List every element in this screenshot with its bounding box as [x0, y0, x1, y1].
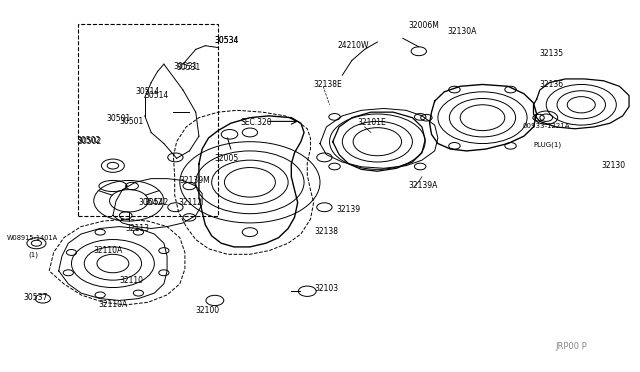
- Text: 30501: 30501: [119, 117, 143, 126]
- Text: 30501: 30501: [106, 114, 131, 123]
- Text: 32138E: 32138E: [314, 80, 342, 89]
- Text: 30531: 30531: [177, 63, 201, 72]
- Text: W08915-1401A: W08915-1401A: [6, 235, 58, 241]
- Text: PLUG(1): PLUG(1): [534, 141, 561, 148]
- Text: 32138: 32138: [315, 227, 339, 235]
- Text: 30502: 30502: [77, 137, 101, 145]
- Text: 32139: 32139: [336, 205, 360, 215]
- Bar: [78, 23, 218, 215]
- Text: 30502: 30502: [78, 137, 102, 146]
- Text: 32110A: 32110A: [94, 246, 123, 255]
- Text: 00933-1221A: 00933-1221A: [523, 123, 570, 129]
- Text: 30534: 30534: [215, 36, 239, 45]
- Text: 32110A: 32110A: [99, 300, 127, 310]
- Text: 30537: 30537: [24, 294, 48, 302]
- Text: 32005: 32005: [215, 154, 239, 163]
- Text: 32101E: 32101E: [357, 118, 386, 127]
- Text: 32113: 32113: [125, 224, 150, 233]
- Text: 30531: 30531: [173, 61, 198, 71]
- Text: 30542: 30542: [138, 198, 163, 207]
- Text: 32103: 32103: [315, 284, 339, 293]
- Text: 32136: 32136: [540, 80, 564, 89]
- Text: 30534: 30534: [215, 36, 239, 45]
- Text: 32130: 32130: [602, 161, 626, 170]
- Text: 32112: 32112: [179, 198, 202, 207]
- Text: 32110: 32110: [119, 276, 143, 285]
- Text: 32130A: 32130A: [447, 27, 477, 36]
- Text: 32135: 32135: [540, 49, 564, 58]
- Text: (1): (1): [28, 251, 38, 257]
- Text: JRP00 P: JRP00 P: [556, 342, 588, 351]
- Text: SEC.320: SEC.320: [241, 118, 272, 127]
- Text: 24210W: 24210W: [338, 41, 369, 50]
- Text: 30514: 30514: [145, 91, 169, 100]
- Text: 30514: 30514: [135, 87, 159, 96]
- Text: 30542: 30542: [145, 198, 169, 207]
- Text: 32139A: 32139A: [408, 181, 437, 190]
- Text: 32100: 32100: [196, 306, 220, 315]
- Text: 32139M: 32139M: [180, 176, 211, 185]
- Text: 32006M: 32006M: [408, 21, 439, 30]
